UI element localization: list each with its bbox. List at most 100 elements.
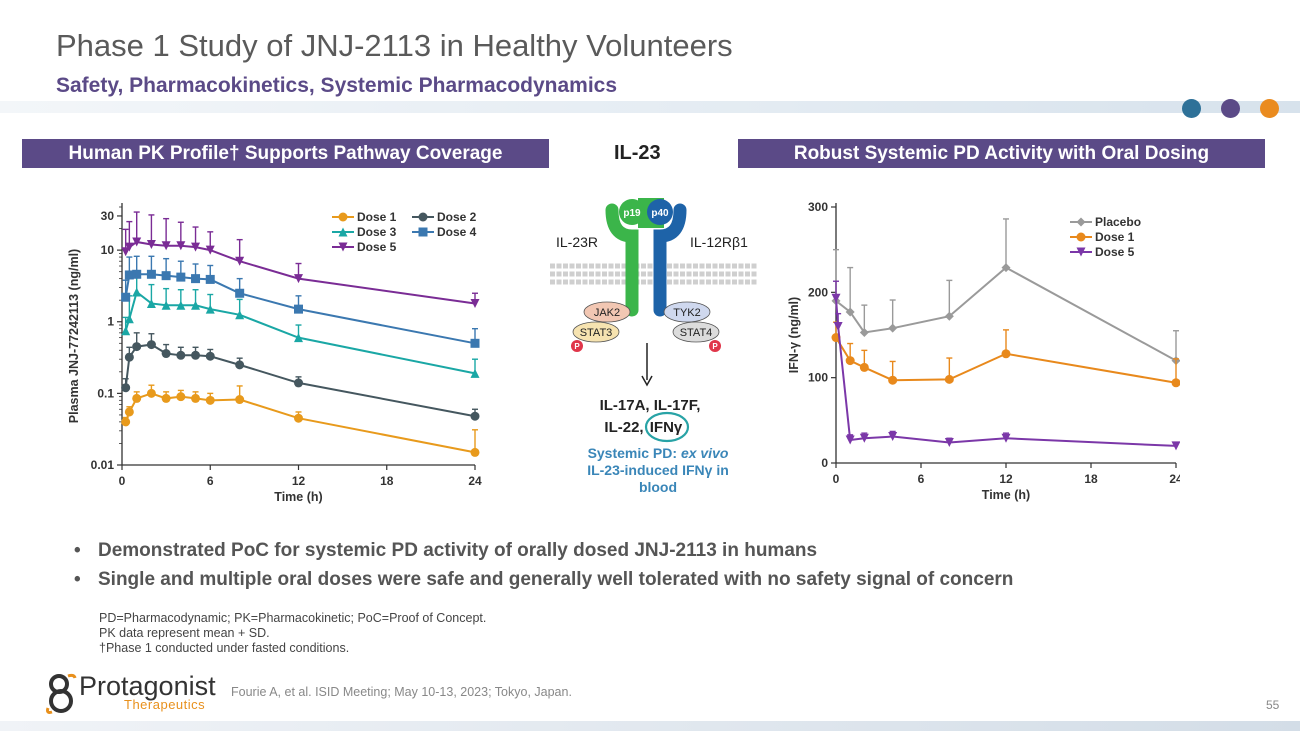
data-point (859, 433, 869, 443)
series-line (835, 298, 1177, 447)
data-point (124, 242, 134, 252)
legend-marker (338, 242, 348, 252)
pd-caption-line1: Systemic PD: ex vivo (588, 445, 729, 461)
y-tick-label: 30 (101, 209, 115, 223)
y-tick-label: 0.1 (97, 386, 114, 400)
data-point (161, 241, 171, 251)
legend-marker (1076, 232, 1086, 242)
logo-name: Protagonist (79, 671, 216, 701)
data-point (470, 368, 480, 378)
x-tick-label: 18 (1084, 472, 1098, 486)
data-point (888, 323, 898, 333)
data-point (161, 393, 171, 403)
data-point (294, 378, 303, 388)
phospho-left-icon (571, 340, 583, 352)
data-point (294, 413, 303, 423)
x-tick-label: 0 (833, 472, 840, 486)
data-point (859, 327, 869, 337)
y-axis-label: IFN-γ (ng/ml) (787, 297, 801, 373)
data-point (176, 392, 186, 402)
y-tick-label: 0.01 (91, 458, 115, 472)
data-point (831, 293, 841, 303)
data-point (132, 342, 142, 352)
pd-caption-line2: IL-23-induced IFNγ in (587, 462, 729, 478)
x-tick-label: 24 (468, 474, 482, 488)
il23r-receptor (605, 203, 639, 317)
y-tick-label: 10 (101, 243, 115, 257)
data-point (132, 269, 142, 279)
il23r-label: IL-23R (556, 234, 598, 250)
data-point (191, 393, 201, 403)
legend-label: Dose 5 (357, 240, 397, 254)
legend-label: Dose 2 (437, 210, 477, 224)
x-axis-label: Time (h) (982, 488, 1030, 502)
data-point (124, 314, 134, 324)
data-point (161, 300, 171, 310)
page-number: 55 (1266, 698, 1280, 712)
data-point (146, 269, 156, 279)
bullet-list: • Demonstrated PoC for systemic PD activi… (74, 540, 1013, 598)
data-point (833, 321, 843, 331)
y-tick-label: 100 (808, 371, 828, 385)
data-point (1001, 349, 1011, 359)
bullet-item: • Demonstrated PoC for systemic PD activi… (74, 540, 1013, 569)
data-point (176, 300, 186, 310)
legend-marker (338, 227, 348, 237)
legend-marker (418, 212, 428, 222)
footnote: PK data represent mean + SD. (99, 626, 270, 640)
data-point (294, 304, 303, 314)
data-point (121, 417, 131, 427)
pathway-title: IL-23 (614, 142, 661, 164)
data-point (1171, 441, 1180, 451)
data-point (161, 271, 171, 281)
data-point (161, 349, 171, 359)
slide-subtitle: Safety, Pharmacokinetics, Systemic Pharm… (56, 74, 618, 97)
x-tick-label: 6 (918, 472, 925, 486)
pd-header: Robust Systemic PD Activity with Oral Do… (738, 139, 1265, 168)
footnote: †Phase 1 conducted under fasted conditio… (99, 641, 350, 655)
x-axis-label: Time (h) (274, 490, 322, 504)
il12rb1-receptor (653, 203, 687, 317)
blue-dot-icon (1182, 99, 1201, 118)
data-point (132, 287, 142, 297)
legend-label: Placebo (1095, 215, 1141, 229)
y-tick-label: 200 (808, 285, 828, 299)
data-point (146, 239, 156, 249)
data-point (845, 307, 855, 317)
data-point (176, 241, 186, 251)
data-point (191, 242, 201, 252)
data-point (146, 388, 156, 398)
data-point (124, 270, 134, 280)
phospho-right-label: P (712, 342, 718, 351)
x-tick-label: 6 (207, 474, 214, 488)
data-point (235, 395, 245, 405)
logo-sub: Therapeutics (124, 697, 206, 712)
data-point (146, 298, 156, 308)
data-point (1171, 378, 1180, 388)
pk-chart: 0 6 12 18 24 0.01 0.1 1 10 30 Time (h) Plasma JNJ-7… (67, 203, 482, 504)
data-point (944, 374, 954, 384)
data-point (146, 340, 156, 350)
footnotes: PD=Pharmacodynamic; PK=Pharmacokinetic; … (99, 611, 486, 656)
p40-label: p40 (651, 208, 669, 219)
data-point (121, 247, 131, 257)
y-tick-label: 0 (821, 456, 828, 470)
slide-title: Phase 1 Study of JNJ-2113 in Healthy Vol… (56, 28, 733, 63)
bullet-mark: • (74, 540, 81, 561)
data-point (191, 274, 201, 284)
p40-subunit (647, 199, 673, 225)
protagonist-logo-icon (46, 673, 77, 714)
ifng-highlight-circle (644, 411, 690, 443)
legend-label: Dose 1 (357, 210, 397, 224)
phospho-right-icon (709, 340, 721, 352)
data-point (205, 245, 215, 255)
data-point (205, 304, 215, 314)
data-point (888, 375, 898, 385)
data-point (235, 256, 245, 266)
data-point (132, 393, 142, 403)
legend-label: Dose 1 (1095, 230, 1135, 244)
data-point (205, 351, 215, 361)
data-point (191, 300, 201, 310)
bullet-text: Single and multiple oral doses were safe… (98, 569, 1014, 590)
bullet-mark: • (74, 569, 81, 590)
